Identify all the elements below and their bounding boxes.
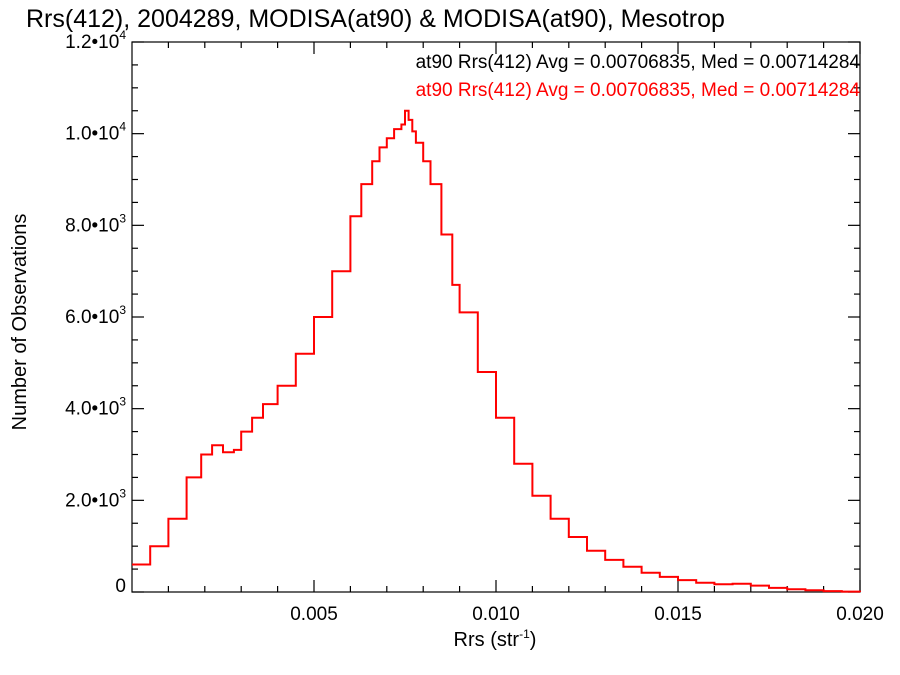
x-axis-label-sup: -1 [519, 627, 530, 641]
x-axis-label: Rrs (str-1) [454, 627, 537, 651]
y-tick-label: 6.0•103 [65, 303, 126, 328]
y-axis-label: Number of Observations [9, 214, 31, 431]
axis-ticks [132, 41, 861, 593]
tick-labels: 0.005 0.010 0.015 0.020 0 2.0•103 4.0•103 6.0•1… [65, 28, 884, 625]
y-tick-label: 4.0•103 [65, 395, 126, 420]
legend-entry-1: at90 Rrs(412) Avg = 0.00706835, Med = 0.… [416, 80, 861, 101]
x-tick-label: 0.005 [290, 604, 338, 625]
legend-entry-0: at90 Rrs(412) Avg = 0.00706835, Med = 0.… [416, 52, 861, 73]
y-tick-label: 1.2•104 [65, 28, 126, 53]
y-tick-label: 1.0•104 [65, 120, 126, 145]
x-tick-label: 0.015 [654, 604, 702, 625]
x-tick-label: 0.020 [836, 604, 884, 625]
y-tick-label: 0 [115, 576, 126, 597]
plot-frame [131, 41, 861, 593]
y-tick-label: 8.0•103 [65, 211, 126, 236]
y-tick-label: 2.0•103 [65, 486, 126, 511]
x-tick-label: 0.010 [472, 604, 520, 625]
chart-title: Rrs(412), 2004289, MODISA(at90) & MODISA… [26, 5, 725, 33]
series-histogram-line [132, 109, 861, 593]
